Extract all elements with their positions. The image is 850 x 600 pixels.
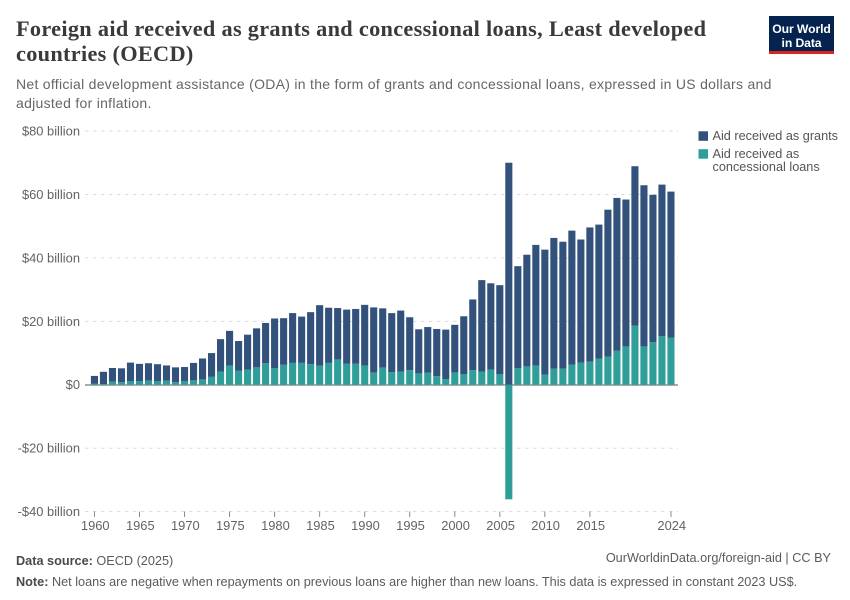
svg-text:$40 billion: $40 billion: [22, 250, 80, 265]
svg-text:-$20 billion: -$20 billion: [18, 441, 80, 456]
svg-text:$0: $0: [66, 377, 80, 392]
svg-text:Aid received as: Aid received as: [713, 147, 800, 161]
svg-text:2000: 2000: [441, 518, 470, 533]
svg-text:2015: 2015: [576, 518, 605, 533]
svg-text:concessional loans: concessional loans: [713, 160, 820, 174]
svg-text:1970: 1970: [171, 518, 200, 533]
svg-text:$20 billion: $20 billion: [22, 314, 80, 329]
svg-text:1975: 1975: [216, 518, 245, 533]
svg-text:1965: 1965: [126, 518, 155, 533]
svg-text:1960: 1960: [81, 518, 110, 533]
svg-text:$80 billion: $80 billion: [22, 123, 80, 138]
svg-text:1985: 1985: [306, 518, 335, 533]
svg-text:2005: 2005: [486, 518, 515, 533]
svg-text:Aid received as grants: Aid received as grants: [713, 129, 839, 143]
svg-text:2010: 2010: [531, 518, 560, 533]
svg-text:1980: 1980: [261, 518, 290, 533]
svg-text:-$40 billion: -$40 billion: [18, 504, 80, 519]
svg-text:1995: 1995: [396, 518, 425, 533]
svg-text:$60 billion: $60 billion: [22, 187, 80, 202]
svg-text:1990: 1990: [351, 518, 380, 533]
svg-text:2024: 2024: [657, 518, 686, 533]
